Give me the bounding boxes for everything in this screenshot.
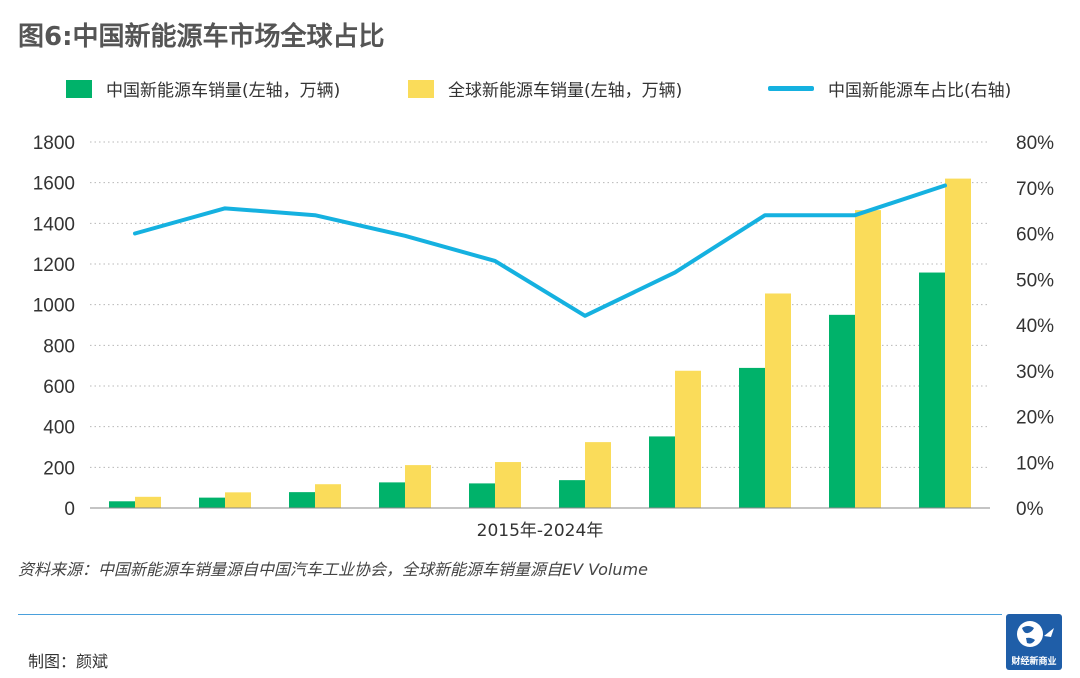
right-tick-label: 20% xyxy=(1016,408,1054,429)
bar-china xyxy=(919,272,945,508)
bar-china xyxy=(199,497,225,508)
logo-text: 财经新商业 xyxy=(1011,657,1057,667)
left-tick-label: 1400 xyxy=(33,214,75,235)
legend-item-share: 中国新能源车占比(右轴) xyxy=(768,76,1011,101)
right-tick-label: 80% xyxy=(1016,133,1054,154)
divider xyxy=(18,614,1002,615)
bar-china xyxy=(469,483,495,508)
left-tick-label: 1000 xyxy=(33,296,75,317)
right-tick-label: 10% xyxy=(1016,453,1054,474)
share-line-path xyxy=(133,183,947,318)
right-tick-label: 40% xyxy=(1016,316,1054,337)
bar-global xyxy=(675,370,701,508)
left-tick-label: 1200 xyxy=(33,255,75,276)
right-tick-label: 30% xyxy=(1016,362,1054,383)
bar-global xyxy=(765,293,791,508)
left-tick-label: 800 xyxy=(43,336,75,357)
left-tick-label: 1600 xyxy=(33,174,75,195)
source-note: 资料来源：中国新能源车销量源自中国汽车工业协会，全球新能源车销量源自EV Vol… xyxy=(18,560,648,579)
left-tick-label: 600 xyxy=(43,377,75,398)
chart-title: 图6:中国新能源车市场全球占比 xyxy=(18,22,385,52)
left-tick-label: 400 xyxy=(43,418,75,439)
right-tick-label: 0% xyxy=(1016,499,1044,520)
right-tick-label: 50% xyxy=(1016,270,1054,291)
legend-label-share: 中国新能源车占比(右轴) xyxy=(828,81,1012,101)
bar-global xyxy=(135,496,161,508)
legend-item-global: 全球新能源车销量(左轴，万辆) xyxy=(408,76,682,101)
bar-global xyxy=(945,178,971,508)
left-tick-label: 200 xyxy=(43,458,75,479)
legend-swatch-share xyxy=(768,86,814,91)
legend: 中国新能源车销量(左轴，万辆) 全球新能源车销量(左轴，万辆) 中国新能源车占比… xyxy=(66,76,1056,102)
bar-global xyxy=(495,462,521,508)
left-tick-label: 1800 xyxy=(33,133,75,154)
bar-global xyxy=(855,210,881,508)
combo-chart: 0 200 400 600 800 1000 1200 1400 1600 1800 0% 10% 2… xyxy=(33,133,1054,541)
gridlines xyxy=(90,141,990,468)
bar-china xyxy=(559,480,585,508)
credit: 制图：颜斌 xyxy=(28,652,109,671)
right-tick-label: 70% xyxy=(1016,179,1054,200)
bar-global xyxy=(315,484,341,508)
bar-global xyxy=(585,442,611,508)
bar-china xyxy=(829,314,855,508)
globe-icon xyxy=(1017,621,1054,647)
bar-china xyxy=(289,492,315,508)
bar-china xyxy=(379,482,405,508)
x-axis-label: 2015年-2024年 xyxy=(477,521,604,541)
legend-swatch-china xyxy=(66,79,92,98)
bar-china xyxy=(649,436,675,508)
right-tick-label: 60% xyxy=(1016,225,1054,246)
bars xyxy=(109,178,971,508)
left-tick-label: 0 xyxy=(64,499,75,520)
bar-global xyxy=(405,465,431,508)
bar-china xyxy=(109,501,135,508)
share-line xyxy=(133,183,947,318)
bar-global xyxy=(225,492,251,508)
right-axis: 0% 10% 20% 30% 40% 50% 60% 70% 80% xyxy=(1016,133,1054,520)
left-axis: 0 200 400 600 800 1000 1200 1400 1600 1800 xyxy=(33,133,75,520)
legend-label-global: 全球新能源车销量(左轴，万辆) xyxy=(448,81,683,101)
legend-label-china: 中国新能源车销量(左轴，万辆) xyxy=(106,81,341,101)
bar-china xyxy=(739,367,765,508)
legend-item-china: 中国新能源车销量(左轴，万辆) xyxy=(66,76,340,101)
legend-swatch-global xyxy=(408,79,434,98)
publisher-logo: 财经新商业 xyxy=(1006,614,1062,670)
